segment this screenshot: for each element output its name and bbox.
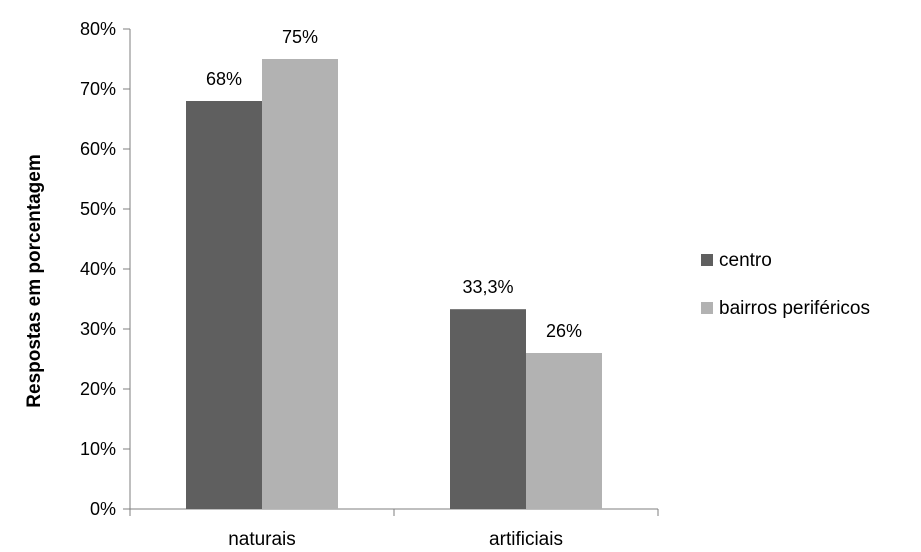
bar-centro-artificiais xyxy=(450,309,526,509)
y-tick-label: 0% xyxy=(90,499,116,519)
bar-bairros-periféricos-naturais xyxy=(262,59,338,509)
bars xyxy=(186,59,602,509)
bar-centro-naturais xyxy=(186,101,262,509)
legend-label: bairros periféricos xyxy=(719,298,870,319)
y-axis-title: Respostas em porcentagem xyxy=(24,154,45,407)
y-tick-label: 50% xyxy=(80,199,116,219)
y-tick-label: 10% xyxy=(80,439,116,459)
bar-data-label: 75% xyxy=(282,27,318,47)
legend-swatch xyxy=(701,254,713,266)
bar-data-label: 33,3% xyxy=(462,277,513,297)
y-tick-label: 40% xyxy=(80,259,116,279)
y-tick-label: 20% xyxy=(80,379,116,399)
y-tick-label: 30% xyxy=(80,319,116,339)
y-tick-label: 80% xyxy=(80,19,116,39)
legend: centro bairros periféricos xyxy=(701,250,870,319)
legend-swatch xyxy=(701,302,713,314)
category-labels: naturais artificiais xyxy=(228,529,563,550)
bar-data-labels: 68% 75% 33,3% 26% xyxy=(206,27,582,341)
bar-bairros-periféricos-artificiais xyxy=(526,353,602,509)
legend-label: centro xyxy=(719,250,772,271)
y-axis-ticks: 0% 10% 20% 30% 40% 50% 60% 70% 80% xyxy=(80,19,130,519)
y-tick-label: 60% xyxy=(80,139,116,159)
category-label: naturais xyxy=(228,529,296,550)
category-label: artificiais xyxy=(489,529,563,550)
y-tick-label: 70% xyxy=(80,79,116,99)
bar-data-label: 26% xyxy=(546,321,582,341)
bar-data-label: 68% xyxy=(206,69,242,89)
